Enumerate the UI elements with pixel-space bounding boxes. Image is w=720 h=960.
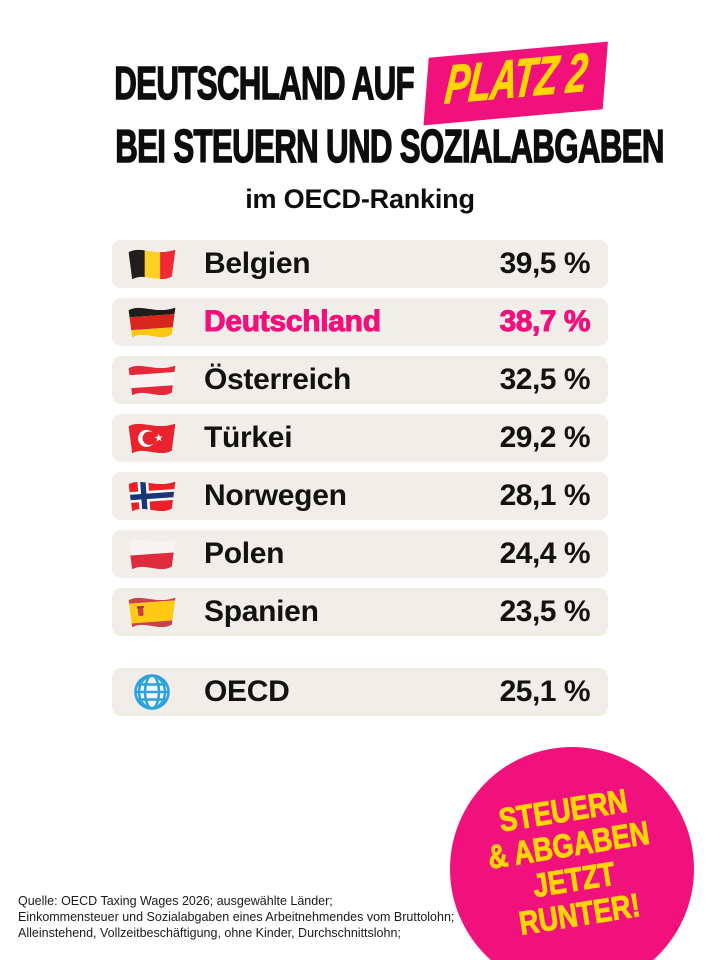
ranking-row-spain: Spanien 23,5 % xyxy=(112,588,608,636)
country-label: Türkei xyxy=(204,421,293,454)
country-value: 38,7 % xyxy=(499,305,591,339)
platz-2-badge: PLATZ 2 xyxy=(423,41,609,125)
country-value: 29,2 % xyxy=(499,421,591,454)
ranking-row-oecd: OECD 25,1 % xyxy=(112,668,608,716)
ranking-row-poland: Polen 24,4 % xyxy=(112,530,608,578)
country-label: Deutschland xyxy=(204,305,382,339)
source-line: Quelle: OECD Taxing Wages 2026; ausgewäh… xyxy=(18,894,333,908)
country-value: 32,5 % xyxy=(499,363,591,396)
sticker-badge: STEUERN & ABGABEN JETZT RUNTER! xyxy=(450,747,694,960)
turkey-flag-icon xyxy=(128,423,176,454)
country-value: 23,5 % xyxy=(499,595,591,628)
platz-2-badge-label: PLATZ 2 xyxy=(442,41,590,116)
oecd-label: OECD xyxy=(204,675,290,708)
germany-flag-icon xyxy=(128,307,176,338)
ranking-row-norway: Norwegen 28,1 % xyxy=(112,472,608,520)
country-label: Österreich xyxy=(204,363,352,396)
country-label: Norwegen xyxy=(204,479,347,512)
source-line: Alleinstehend, Vollzeitbeschäftigung, oh… xyxy=(18,926,401,940)
country-value: 39,5 % xyxy=(499,247,591,280)
ranking-row-austria: Österreich 32,5 % xyxy=(112,356,608,404)
ranking-row-belgium: Belgien 39,5 % xyxy=(112,240,608,288)
title-line-1: DEUTSCHLAND AUF PLATZ 2 xyxy=(114,41,609,125)
country-value: 28,1 % xyxy=(499,479,591,512)
belgium-flag-icon xyxy=(128,249,176,280)
globe-icon xyxy=(134,674,170,710)
country-label: Polen xyxy=(204,537,285,570)
title-line1-text: DEUTSCHLAND AUF xyxy=(114,56,415,109)
source-line: Einkommensteuer und Sozialabgaben eines … xyxy=(18,910,455,924)
header: DEUTSCHLAND AUF PLATZ 2 BEI STEUERN UND … xyxy=(0,41,720,215)
poland-flag-icon xyxy=(128,539,176,570)
ranking-list: Belgien 39,5 % Deutschland 38,7 % xyxy=(112,240,608,726)
subtitle: im OECD-Ranking xyxy=(245,184,475,214)
ranking-row-turkey: Türkei 29,2 % xyxy=(112,414,608,462)
title-line-2: BEI STEUERN UND SOZIALABGABEN xyxy=(115,120,665,172)
country-label: Spanien xyxy=(204,595,319,628)
oecd-value: 25,1 % xyxy=(499,675,591,708)
norway-flag-icon xyxy=(128,481,176,512)
country-label: Belgien xyxy=(204,247,311,280)
austria-flag-icon xyxy=(128,365,176,396)
spain-flag-icon xyxy=(128,597,176,628)
sticker-text: STEUERN & ABGABEN JETZT RUNTER! xyxy=(480,781,665,956)
country-value: 24,4 % xyxy=(499,537,591,570)
ranking-row-germany: Deutschland 38,7 % xyxy=(112,298,608,346)
source-note: Quelle: OECD Taxing Wages 2026; ausgewäh… xyxy=(18,893,454,941)
